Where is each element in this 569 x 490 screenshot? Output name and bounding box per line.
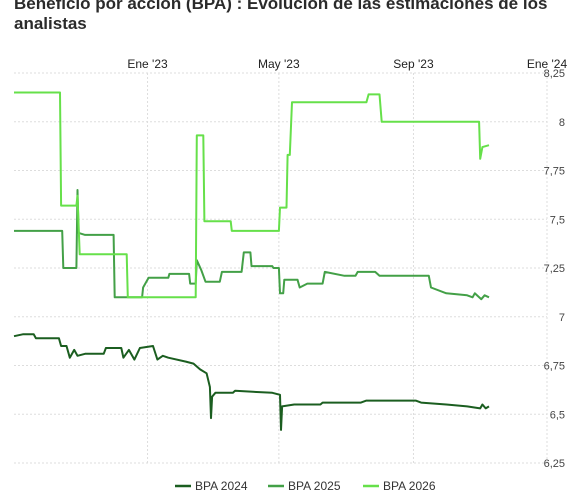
series-line-bpa-2024[interactable] [13,333,490,431]
series-lines [13,91,490,431]
x-tick-label: Ene '24 [527,57,568,71]
chart-title: Beneficio por acción (BPA) : Evolución d… [14,0,548,33]
series-line-bpa-2025[interactable] [14,189,490,301]
y-tick-label: 8 [559,117,565,129]
y-tick-label: 6,5 [550,409,565,421]
legend-item-bpa-2026[interactable]: BPA 2026 [363,479,436,490]
x-axis-ticks: Ene '23 May '23 Sep '23 Ene '24 [127,57,567,71]
x-tick-label: Ene '23 [127,57,168,71]
legend-label: BPA 2024 [195,479,248,490]
y-tick-label: 8,25 [544,68,565,80]
y-axis-ticks: 6,25 6,5 6,75 7 7,25 7,5 7,75 8 8,25 [544,68,565,470]
y-tick-label: 7 [559,312,565,324]
y-tick-label: 6,75 [544,361,565,373]
y-tick-label: 7,5 [550,214,565,226]
gridlines [14,72,548,464]
y-tick-label: 6,25 [544,458,565,470]
y-tick-label: 7,75 [544,166,565,178]
legend-item-bpa-2024[interactable]: BPA 2024 [175,479,248,490]
series-line-bpa-2026[interactable] [14,91,490,299]
legend-item-bpa-2025[interactable]: BPA 2025 [268,479,341,490]
legend-label: BPA 2026 [383,479,436,490]
x-tick-label: May '23 [258,57,300,71]
y-tick-label: 7,25 [544,263,565,275]
legend-label: BPA 2025 [288,479,341,490]
x-tick-label: Sep '23 [393,57,434,71]
legend[interactable]: BPA 2024 BPA 2025 BPA 2026 [175,479,436,490]
